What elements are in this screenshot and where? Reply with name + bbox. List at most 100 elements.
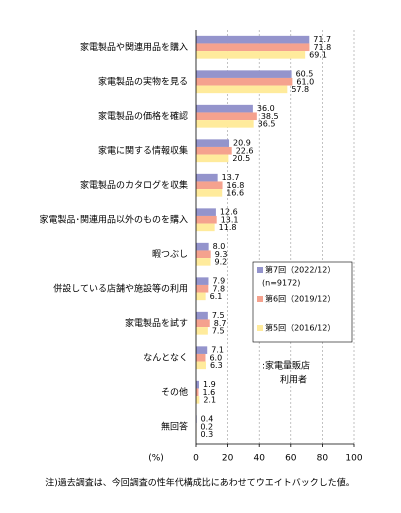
value-label: 8.7	[214, 319, 227, 328]
bar	[196, 277, 209, 285]
value-label: 13.7	[222, 173, 240, 182]
value-label: 13.1	[221, 215, 239, 224]
bar	[196, 250, 211, 259]
bar	[196, 208, 216, 216]
category-label: 家電製品の実物を見る	[98, 75, 188, 87]
value-label: 2.1	[203, 395, 216, 404]
bar	[196, 388, 199, 397]
value-label: 0.3	[200, 430, 213, 439]
bar	[196, 146, 232, 155]
annotation: :家電量販店	[262, 360, 310, 372]
value-label: 16.6	[226, 188, 244, 197]
value-label: 38.5	[261, 112, 279, 121]
category-label: 暇つぶし	[152, 249, 188, 260]
category-label: 家電製品や関連用品を購入	[80, 41, 188, 53]
bar	[196, 154, 229, 163]
value-label: 22.6	[236, 146, 254, 155]
legend-label: 第5回（2016/12）	[265, 323, 335, 333]
category-label: 家電製品の価格を確認	[98, 110, 188, 122]
bar	[196, 396, 200, 404]
bar	[196, 77, 293, 86]
bar	[196, 104, 253, 113]
bar	[196, 292, 206, 301]
bar	[196, 215, 217, 224]
legend-box	[252, 261, 353, 343]
value-label: 6.1	[210, 292, 223, 301]
value-label: 0.4	[201, 415, 214, 424]
category-label: なんとなく	[143, 352, 188, 363]
value-label: 6.3	[210, 361, 223, 370]
x-tick-label: 40	[253, 454, 265, 464]
bar	[196, 120, 254, 128]
value-label: 57.8	[291, 85, 309, 94]
legend-swatch	[257, 325, 263, 331]
category-label: 家電製品を試す	[125, 317, 188, 329]
value-label: 1.9	[203, 380, 216, 389]
value-label: 60.5	[296, 70, 314, 79]
bar	[196, 380, 200, 389]
category-label: 家電に関する情報収集	[98, 144, 188, 156]
bar	[196, 223, 215, 232]
x-tick-label: 100	[345, 454, 362, 464]
legend-swatch	[257, 267, 263, 273]
bar	[196, 319, 210, 328]
category-label: 家電製品のカタログを収集	[80, 179, 188, 191]
bar	[196, 173, 218, 182]
bar	[196, 258, 211, 266]
value-label: 9.3	[215, 250, 228, 259]
category-label: 併設している店舗や施設等の利用	[53, 282, 188, 294]
legend-note: (n=9172)	[262, 279, 300, 288]
value-label: 20.5	[232, 154, 250, 163]
bar	[196, 85, 288, 94]
value-label: 9.2	[215, 257, 228, 266]
value-label: 0.2	[200, 422, 213, 431]
legend-label: 第6回（2019/12）	[265, 294, 335, 304]
bar	[196, 327, 208, 335]
value-label: 7.1	[211, 346, 224, 355]
category-label: 家電製品･関連用品以外のものを購入	[39, 213, 188, 225]
value-label: 36.0	[257, 104, 275, 113]
x-tick-label: 20	[222, 454, 234, 464]
bar	[196, 346, 208, 354]
bar	[196, 51, 306, 59]
legend-swatch	[257, 296, 263, 302]
bar	[196, 139, 230, 147]
bar	[196, 361, 206, 370]
value-label: 7.5	[212, 326, 225, 335]
value-label: 6.0	[209, 353, 222, 362]
value-label: 69.1	[309, 50, 327, 59]
value-label: 1.6	[203, 388, 216, 397]
value-label: 12.6	[220, 208, 238, 217]
bar	[196, 35, 310, 44]
category-label: 無回答	[161, 420, 188, 432]
x-tick-label: 0	[193, 454, 199, 464]
legend-label: 第7回（2022/12）	[265, 265, 335, 275]
value-label: 7.8	[212, 284, 225, 293]
bar	[196, 353, 206, 362]
x-tick-label: 80	[317, 454, 329, 464]
value-label: 11.8	[219, 223, 237, 232]
bar	[196, 181, 223, 190]
value-label: 36.5	[258, 119, 276, 128]
value-label: 20.9	[233, 139, 251, 148]
value-label: 71.8	[313, 43, 331, 52]
bar	[196, 70, 292, 78]
value-label: 8.0	[213, 242, 226, 251]
x-axis-label: (%)	[148, 454, 164, 464]
footnote: 注)過去調査は、今回調査の性年代構成比にあわせてウエイトバックした値。	[45, 477, 355, 489]
x-tick-label: 60	[285, 454, 297, 464]
bar	[196, 189, 223, 197]
annotation: 利用者	[280, 374, 307, 386]
bar	[196, 284, 209, 293]
bar	[196, 242, 209, 251]
category-label: その他	[161, 386, 188, 398]
value-label: 71.7	[313, 35, 331, 44]
bar	[196, 112, 257, 121]
value-label: 16.8	[227, 181, 245, 190]
value-label: 7.9	[212, 277, 225, 286]
bar	[196, 311, 208, 320]
value-label: 61.0	[296, 77, 314, 86]
value-label: 7.5	[212, 311, 225, 320]
bar	[196, 43, 310, 52]
